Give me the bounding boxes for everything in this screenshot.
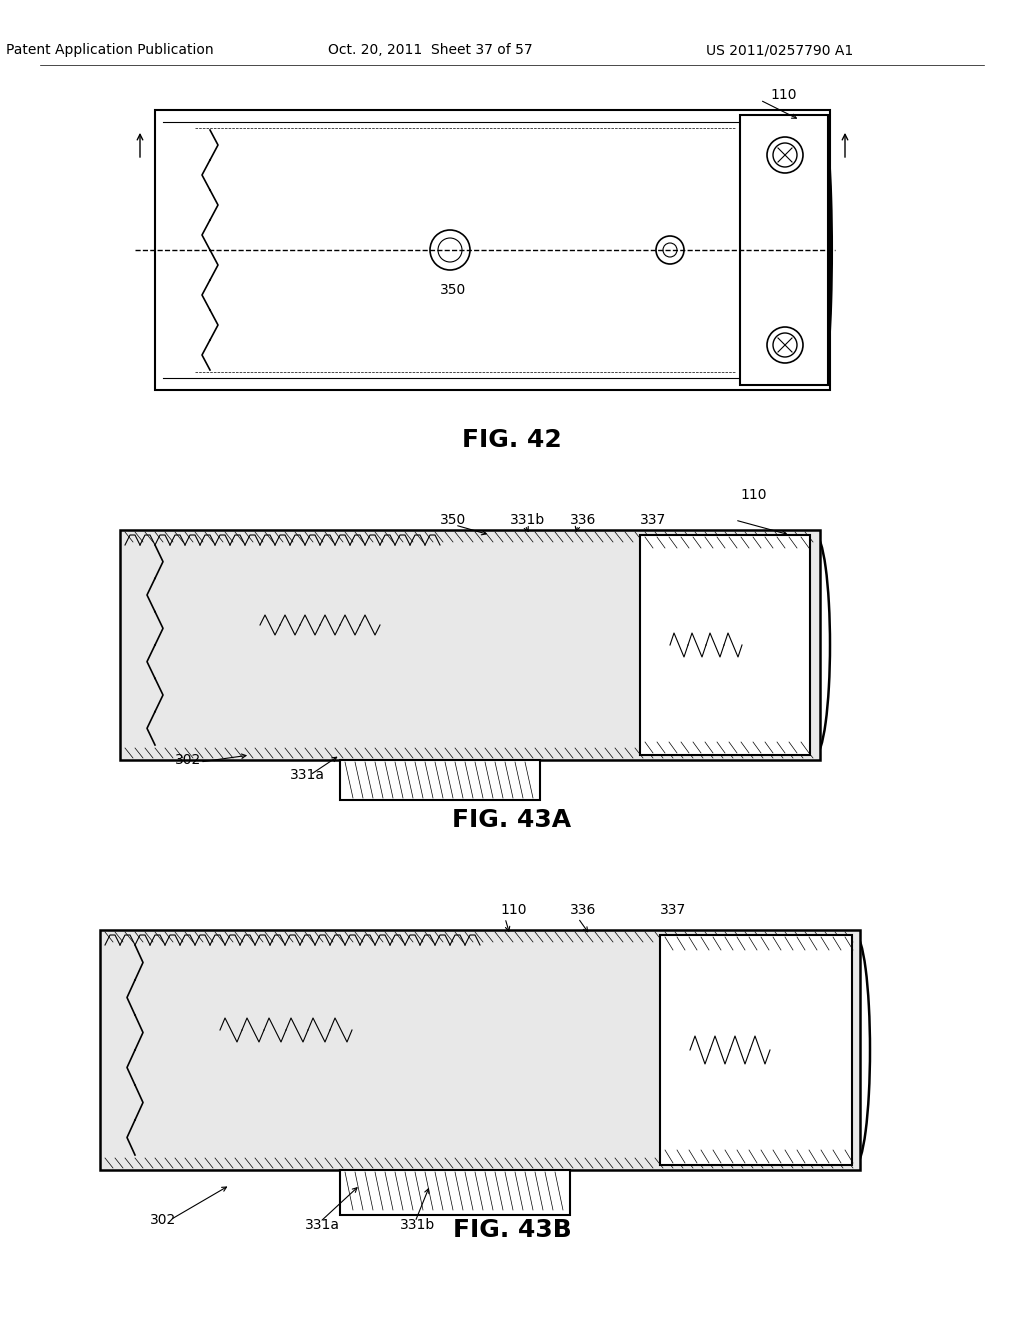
Text: 302: 302 (150, 1213, 176, 1228)
Text: 337: 337 (660, 903, 686, 917)
Text: 336: 336 (570, 513, 596, 527)
Bar (100, 931, 860, 1170)
Bar (740, 115, 828, 385)
Text: 350: 350 (440, 282, 466, 297)
Text: 350: 350 (440, 513, 466, 527)
Text: 110: 110 (740, 488, 767, 502)
Bar (155, 110, 830, 389)
Text: 331a: 331a (305, 1218, 340, 1232)
Text: 302: 302 (175, 752, 202, 767)
Text: 110: 110 (770, 88, 797, 102)
Text: 331b: 331b (510, 513, 545, 527)
Text: 336: 336 (570, 903, 596, 917)
Bar (340, 760, 540, 800)
Text: 331a: 331a (290, 768, 325, 781)
Bar (660, 935, 852, 1166)
Text: US 2011/0257790 A1: US 2011/0257790 A1 (707, 44, 854, 57)
Text: 337: 337 (640, 513, 667, 527)
Text: FIG. 42: FIG. 42 (462, 428, 562, 451)
Text: Patent Application Publication: Patent Application Publication (6, 44, 214, 57)
Bar (120, 531, 820, 760)
Bar (640, 535, 810, 755)
Text: FIG. 43B: FIG. 43B (453, 1218, 571, 1242)
Text: Oct. 20, 2011  Sheet 37 of 57: Oct. 20, 2011 Sheet 37 of 57 (328, 44, 532, 57)
Bar (340, 1170, 570, 1214)
Text: 110: 110 (500, 903, 526, 917)
Text: FIG. 43A: FIG. 43A (453, 808, 571, 832)
Text: 331b: 331b (400, 1218, 435, 1232)
